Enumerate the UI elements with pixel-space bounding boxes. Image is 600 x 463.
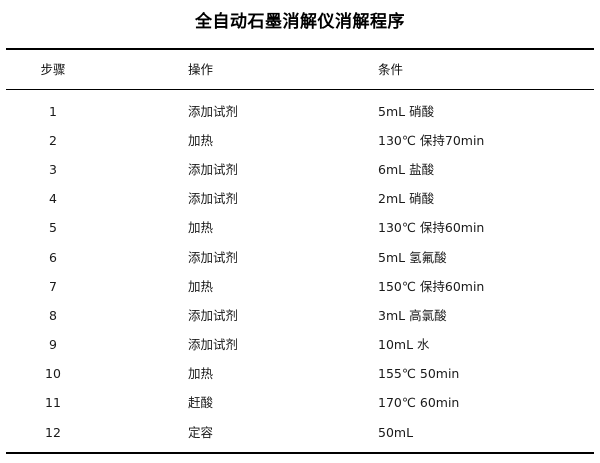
cell-condition: 10mL 水 bbox=[378, 337, 430, 353]
table-row: 3 添加试剂 6mL 盐酸 bbox=[6, 155, 594, 184]
table-row: 11 赶酸 170℃ 60min bbox=[6, 389, 594, 418]
cell-condition: 170℃ 60min bbox=[378, 395, 460, 411]
cell-step: 8 bbox=[49, 307, 57, 323]
cell-operation: 加热 bbox=[188, 132, 214, 148]
cell-operation: 加热 bbox=[188, 220, 214, 236]
cell-operation: 添加试剂 bbox=[188, 161, 239, 177]
table-row: 4 添加试剂 2mL 硝酸 bbox=[6, 185, 594, 214]
cell-step: 9 bbox=[49, 337, 57, 353]
cell-operation: 添加试剂 bbox=[188, 337, 239, 353]
table-bottom-rule bbox=[6, 452, 594, 455]
cell-condition: 5mL 硝酸 bbox=[378, 103, 435, 119]
table-row: 9 添加试剂 10mL 水 bbox=[6, 331, 594, 360]
table-row: 12 定容 50mL bbox=[6, 418, 594, 447]
table-header-row: 步骤 操作 条件 bbox=[6, 50, 594, 89]
table-row: 1 添加试剂 5mL 硝酸 bbox=[6, 97, 594, 126]
cell-operation: 赶酸 bbox=[188, 395, 214, 411]
cell-step: 1 bbox=[49, 103, 57, 119]
table-row: 8 添加试剂 3mL 高氯酸 bbox=[6, 301, 594, 330]
cell-condition: 130℃ 保持70min bbox=[378, 132, 485, 148]
table-body: 1 添加试剂 5mL 硝酸 2 加热 130℃ 保持70min 3 添加试剂 6… bbox=[6, 90, 594, 452]
cell-condition: 2mL 硝酸 bbox=[378, 191, 435, 207]
cell-operation: 加热 bbox=[188, 366, 214, 382]
cell-condition: 130℃ 保持60min bbox=[378, 220, 485, 236]
cell-condition: 50mL bbox=[378, 424, 414, 440]
page-title: 全自动石墨消解仪消解程序 bbox=[195, 12, 405, 32]
cell-step: 11 bbox=[45, 395, 61, 411]
cell-step: 3 bbox=[49, 161, 57, 177]
table-row: 6 添加试剂 5mL 氢氟酸 bbox=[6, 243, 594, 272]
cell-step: 5 bbox=[49, 220, 57, 236]
cell-step: 10 bbox=[45, 366, 61, 382]
cell-condition: 5mL 氢氟酸 bbox=[378, 249, 447, 265]
table-header-rule bbox=[6, 89, 594, 90]
table-row: 2 加热 130℃ 保持70min bbox=[6, 126, 594, 155]
cell-step: 4 bbox=[49, 191, 57, 207]
cell-step: 12 bbox=[45, 424, 61, 440]
table-row: 5 加热 130℃ 保持60min bbox=[6, 214, 594, 243]
cell-condition: 155℃ 50min bbox=[378, 366, 460, 382]
cell-operation: 添加试剂 bbox=[188, 249, 239, 265]
table-top-rule bbox=[6, 48, 594, 50]
cell-operation: 添加试剂 bbox=[188, 103, 239, 119]
column-header-step: 步骤 bbox=[40, 61, 66, 77]
cell-operation: 加热 bbox=[188, 278, 214, 294]
cell-step: 2 bbox=[49, 132, 57, 148]
cell-condition: 6mL 盐酸 bbox=[378, 161, 435, 177]
table-row: 10 加热 155℃ 50min bbox=[6, 360, 594, 389]
column-header-condition: 条件 bbox=[378, 61, 404, 77]
cell-operation: 添加试剂 bbox=[188, 307, 239, 323]
cell-operation: 添加试剂 bbox=[188, 191, 239, 207]
table-row: 7 加热 150℃ 保持60min bbox=[6, 272, 594, 301]
cell-operation: 定容 bbox=[188, 424, 214, 440]
cell-step: 6 bbox=[49, 249, 57, 265]
cell-condition: 3mL 高氯酸 bbox=[378, 307, 447, 323]
column-header-operation: 操作 bbox=[188, 61, 214, 77]
cell-step: 7 bbox=[49, 278, 57, 294]
cell-condition: 150℃ 保持60min bbox=[378, 278, 485, 294]
procedure-table: 步骤 操作 条件 1 添加试剂 5mL 硝酸 2 加热 130℃ 保持70min… bbox=[6, 48, 594, 455]
